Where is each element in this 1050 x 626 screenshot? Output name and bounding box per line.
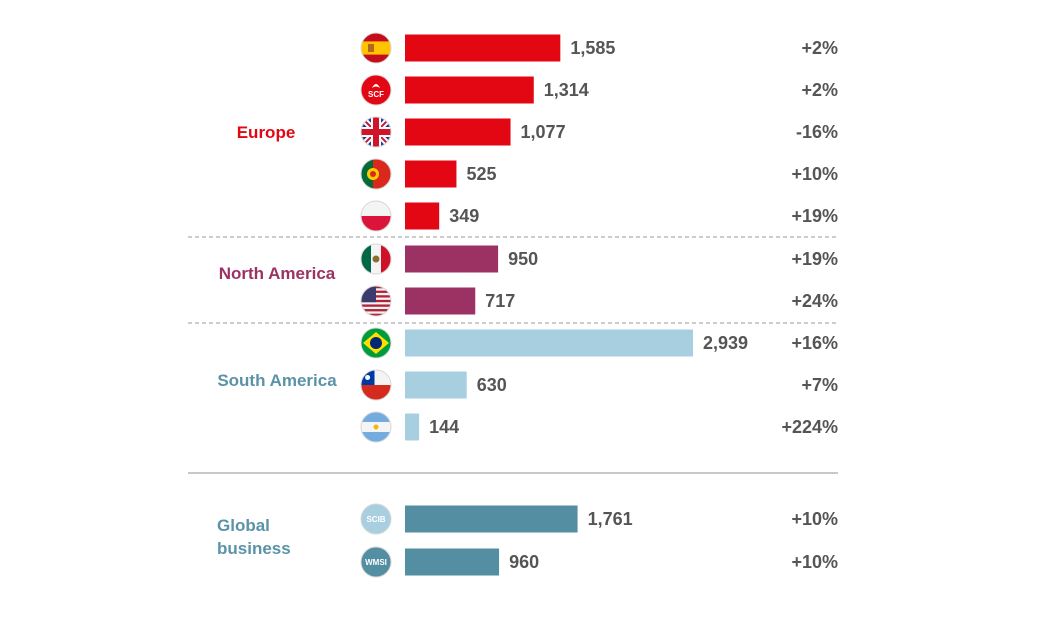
bar [405, 287, 476, 315]
bar [405, 202, 440, 230]
bar [405, 118, 511, 146]
region-group-global-business: Global business SCIB 1,761 +10% WMSI 960 +10% [217, 503, 838, 578]
bar [405, 329, 693, 357]
bar [405, 548, 500, 576]
bar [405, 245, 499, 273]
value-label: 349 [449, 206, 479, 226]
bar [405, 371, 467, 399]
poland-flag-icon [360, 200, 392, 232]
value-label: 950 [508, 249, 538, 269]
scib-logo-icon: SCIB [360, 503, 392, 535]
change-label: +16% [791, 333, 838, 353]
change-label: +10% [791, 509, 838, 529]
region-label: Europe [237, 123, 296, 142]
change-label: +2% [801, 80, 838, 100]
bar-row: 717 +24% [360, 285, 838, 317]
change-label: +19% [791, 206, 838, 226]
value-label: 144 [429, 417, 459, 437]
change-label: -16% [796, 122, 838, 142]
change-label: +24% [791, 291, 838, 311]
bar-row: SCF 1,314 +2% [360, 74, 838, 106]
bar-row: 1,077 -16% [360, 116, 838, 148]
value-label: 1,077 [521, 122, 566, 142]
chile-flag-icon [360, 369, 392, 401]
bar-row: SCIB 1,761 +10% [360, 503, 838, 535]
bar-row: WMSI 960 +10% [360, 546, 838, 578]
spain-flag-icon [360, 32, 392, 64]
change-label: +2% [801, 38, 838, 58]
bar [405, 413, 420, 441]
bar-row: 349 +19% [360, 200, 838, 232]
argentina-flag-icon [360, 411, 392, 443]
bar-row: 525 +10% [360, 158, 838, 190]
change-label: +19% [791, 249, 838, 269]
region-label: North America [219, 264, 336, 283]
bar-row: 1,585 +2% [360, 32, 838, 64]
value-label: 717 [485, 291, 515, 311]
value-label: 1,761 [588, 509, 633, 529]
region-label: South America [217, 371, 337, 390]
wmsi-logo-icon: WMSI [360, 546, 392, 578]
scf-logo-icon: SCF [360, 74, 392, 106]
value-label: 1,314 [544, 80, 589, 100]
usa-flag-icon [360, 285, 392, 317]
change-label: +10% [791, 164, 838, 184]
bar [405, 76, 534, 104]
bar-row: 950 +19% [360, 243, 838, 275]
change-label: +10% [791, 552, 838, 572]
value-label: 2,939 [703, 333, 748, 353]
icon-label: SCF [368, 90, 384, 99]
region-group-north-america: North America 950 +19% 717 +24% [219, 243, 838, 317]
bar-row: 2,939 +16% [360, 327, 838, 359]
uk-flag-icon [360, 116, 392, 148]
value-label: 1,585 [570, 38, 615, 58]
icon-label: WMSI [365, 558, 387, 567]
change-label: +7% [801, 375, 838, 395]
region-label: Global business [217, 516, 291, 558]
bar-row: 630 +7% [360, 369, 838, 401]
bar [405, 505, 578, 533]
brazil-flag-icon [360, 327, 392, 359]
region-group-europe: Europe 1,585 +2% SCF 1,314 +2% 1,077 -16% 525 +10… [237, 32, 838, 232]
portugal-flag-icon [360, 158, 392, 190]
mexico-flag-icon [360, 243, 392, 275]
bar [405, 34, 561, 62]
value-label: 630 [477, 375, 507, 395]
bar-row: 144 +224% [360, 411, 838, 443]
icon-label: SCIB [366, 515, 385, 524]
region-group-south-america: South America 2,939 +16% 630 +7% 144 +224% [217, 327, 838, 443]
bar [405, 160, 457, 188]
value-label: 960 [509, 552, 539, 572]
change-label: +224% [781, 417, 838, 437]
value-label: 525 [466, 164, 496, 184]
